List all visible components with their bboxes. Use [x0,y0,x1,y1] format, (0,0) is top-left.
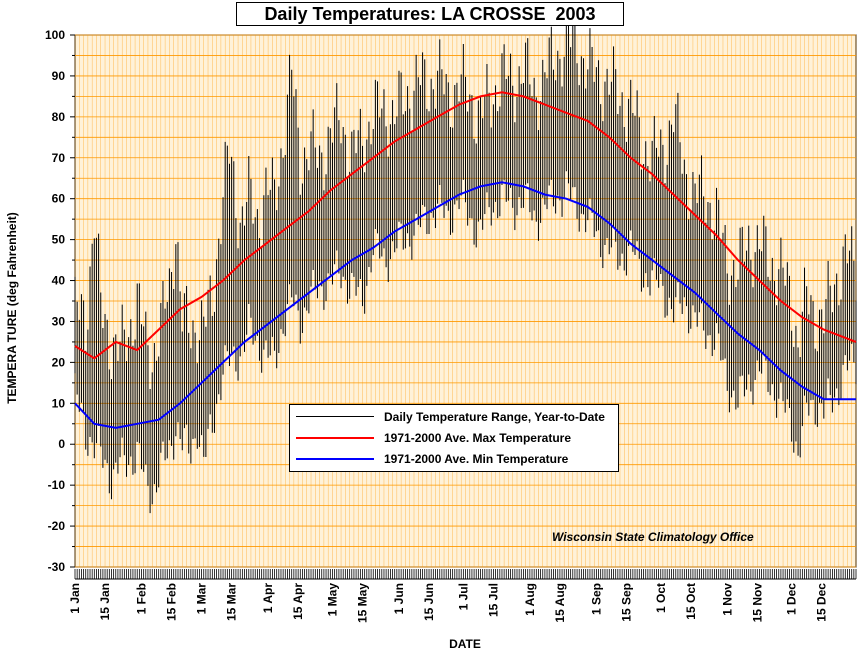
legend-label-min: 1971-2000 Ave. Min Temperature [384,452,569,466]
legend-label-max: 1971-2000 Ave. Max Temperature [384,431,571,445]
x-tick-label: 15 Oct [684,583,698,620]
x-tick-label: 15 Sep [619,583,633,622]
y-axis: -30 -20 -10 0 10 20 30 40 50 60 70 80 90 100 [45,28,75,574]
x-tick-label: 1 Dec [785,583,799,615]
x-tick-label: 1 Oct [654,583,668,613]
x-tick-label: 15 Feb [165,583,179,621]
y-tick-label: 0 [58,437,65,451]
x-axis-label: DATE [449,637,481,651]
y-tick-label: 80 [52,110,66,124]
x-tick-label: 1 Feb [135,583,149,614]
x-tick-label: 15 Aug [553,583,567,623]
x-tick-label: 15 Jun [422,583,436,621]
legend-swatch-min [296,458,374,460]
x-tick-label: 1 Sep [589,583,603,615]
x-tick-label: 15 Apr [291,583,305,620]
y-tick-label: -20 [48,519,66,533]
y-axis-label: TEMPERA TURE (deg Fahrenheit) [5,212,19,404]
legend-item-max: 1971-2000 Ave. Max Temperature [296,428,614,448]
x-axis: 1 Jan 15 Jan 1 Feb 15 Feb 1 Mar 15 Mar 1 Apr 15… [68,569,857,623]
x-tick-label: 1 May [325,583,339,617]
x-tick-label: 15 Jul [486,583,500,617]
x-tick-label: 15 Jan [98,583,112,620]
legend-swatch-max [296,437,374,439]
legend-label-range: Daily Temperature Range, Year-to-Date [384,410,605,424]
x-tick-label: 1 Mar [195,583,209,615]
chart-legend: Daily Temperature Range, Year-to-Date 19… [289,404,619,472]
y-tick-label: 40 [52,274,66,288]
credit-annotation: Wisconsin State Climatology Office [552,530,754,544]
y-tick-label: 50 [52,233,66,247]
range-series [74,11,857,514]
min-temperature-line [74,181,856,429]
y-tick-label: 10 [52,396,66,410]
x-tick-label: 15 May [356,583,370,623]
x-tick-label: 1 Apr [261,583,275,614]
legend-swatch-range [296,416,374,417]
max-temperature-line [74,91,857,360]
x-tick-label: 1 Jun [392,583,406,614]
x-tick-label: 15 Mar [225,583,239,621]
x-tick-label: 15 Nov [750,583,764,623]
legend-item-range: Daily Temperature Range, Year-to-Date [296,407,614,427]
x-tick-label: 1 Jan [68,583,82,614]
y-tick-label: -30 [48,560,66,574]
x-tick-label: 1 Nov [720,583,734,616]
y-tick-label: 60 [52,192,66,206]
x-tick-label: 1 Aug [523,583,537,616]
y-tick-label: 30 [52,314,66,328]
y-tick-label: 90 [52,69,66,83]
x-tick-label: 1 Jul [456,583,470,610]
y-tick-label: 100 [45,28,65,42]
chart-title: Daily Temperatures: LA CROSSE 2003 [236,2,624,26]
y-tick-label: 20 [52,355,66,369]
legend-item-min: 1971-2000 Ave. Min Temperature [296,449,614,469]
y-tick-label: -10 [48,478,66,492]
x-tick-label: 15 Dec [815,583,829,622]
y-tick-label: 70 [52,151,66,165]
